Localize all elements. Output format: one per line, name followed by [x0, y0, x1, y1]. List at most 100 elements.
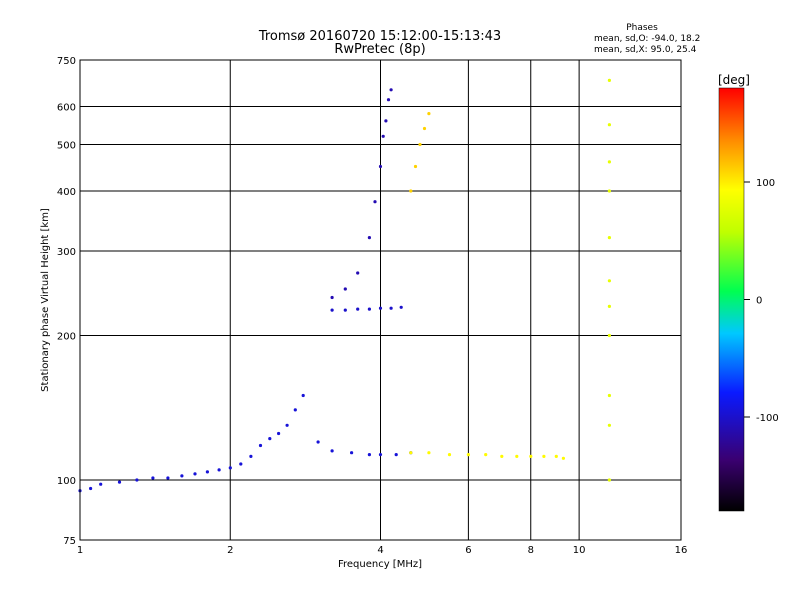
data-point [607, 423, 612, 427]
data-point [381, 134, 385, 138]
data-point [316, 440, 320, 444]
data-points [78, 78, 612, 493]
x-tick-label: 6 [465, 545, 471, 556]
y-tick-label: 500 [57, 141, 76, 152]
x-tick-label: 10 [573, 545, 586, 556]
y-axis-label: Stationary phase Virtual Height [km] [40, 208, 51, 392]
stats-line-o: mean, sd,O: -94.0, 18.2 [594, 34, 700, 44]
data-point [466, 453, 470, 457]
data-point [427, 112, 431, 116]
data-point [529, 454, 533, 458]
data-point [330, 295, 334, 300]
x-tick-label: 4 [377, 545, 383, 556]
y-tick-label: 75 [63, 536, 76, 547]
data-point [217, 468, 221, 472]
data-point [607, 478, 612, 482]
data-point [343, 287, 347, 291]
data-point [422, 126, 427, 131]
y-tick-label: 400 [57, 187, 76, 198]
data-point [389, 306, 393, 310]
data-point [330, 449, 334, 453]
data-point [484, 453, 488, 457]
chart-title: Tromsø 20160720 15:12:00-15:13:43 [258, 29, 501, 44]
data-point [268, 437, 272, 441]
colorbar-tick-label: 100 [756, 178, 775, 189]
data-point [249, 454, 253, 458]
data-point [301, 393, 305, 398]
data-point [418, 142, 422, 147]
stats-heading: Phases [626, 23, 658, 33]
data-point [350, 451, 354, 455]
data-point [356, 307, 360, 311]
data-point [386, 98, 391, 102]
data-point [394, 453, 398, 457]
data-point [367, 307, 371, 311]
data-point [554, 454, 558, 458]
data-point [607, 236, 612, 240]
y-tick-label: 300 [57, 247, 76, 258]
data-point [228, 466, 232, 470]
data-point [389, 88, 393, 92]
data-point [135, 478, 139, 482]
x-tick-labels: 1 2 4 6 8 10 16 [77, 545, 688, 556]
data-point [607, 333, 612, 338]
grid-lines [79, 59, 682, 541]
data-point [384, 119, 388, 123]
colorbar-label: [deg] [718, 73, 750, 87]
data-point [542, 454, 546, 458]
data-point [607, 279, 612, 283]
colorbar [718, 87, 745, 512]
data-point [205, 470, 209, 474]
x-tick-label: 2 [227, 545, 233, 556]
data-point [373, 200, 377, 204]
x-tick-label: 8 [528, 545, 534, 556]
data-point [607, 123, 612, 127]
data-point [117, 480, 122, 484]
data-point [399, 305, 403, 309]
data-point [293, 408, 297, 412]
data-point [367, 453, 371, 457]
data-point [367, 236, 371, 240]
y-tick-label: 100 [57, 476, 76, 487]
data-point [193, 472, 197, 476]
data-point [378, 453, 383, 457]
chart-subtitle: RwPretec (8p) [334, 42, 425, 57]
data-point [277, 431, 281, 436]
data-point [343, 308, 347, 312]
y-tick-label: 200 [57, 332, 76, 343]
y-tick-label: 600 [57, 103, 76, 114]
data-point [330, 308, 334, 312]
data-point [561, 456, 566, 460]
data-point [409, 451, 413, 455]
data-point [447, 453, 452, 457]
x-tick-label: 1 [77, 545, 83, 556]
colorbar-ticks: 100 0 -100 [744, 178, 779, 424]
data-point [607, 160, 612, 164]
data-point [356, 271, 360, 275]
data-point [99, 482, 103, 486]
data-point [607, 78, 612, 82]
data-point [151, 476, 155, 480]
data-point [239, 462, 243, 466]
colorbar-tick-label: -100 [756, 413, 779, 424]
data-point [607, 393, 612, 398]
data-point [378, 164, 383, 169]
data-point [413, 164, 418, 169]
data-point [285, 423, 289, 427]
data-point [409, 189, 413, 193]
x-tick-label: 16 [675, 545, 688, 556]
data-point [607, 189, 612, 193]
data-point [378, 306, 383, 310]
colorbar-tick-label: 0 [756, 296, 762, 307]
x-axis-label: Frequency [MHz] [338, 559, 422, 570]
data-point [515, 454, 519, 458]
data-point [427, 451, 431, 455]
data-point [89, 486, 93, 491]
y-tick-label: 750 [57, 56, 76, 67]
data-point [500, 454, 504, 458]
y-tick-labels: 75 100 200 300 400 500 600 750 [57, 56, 76, 547]
data-point [607, 304, 612, 308]
data-point [166, 476, 170, 480]
data-point [180, 474, 184, 478]
